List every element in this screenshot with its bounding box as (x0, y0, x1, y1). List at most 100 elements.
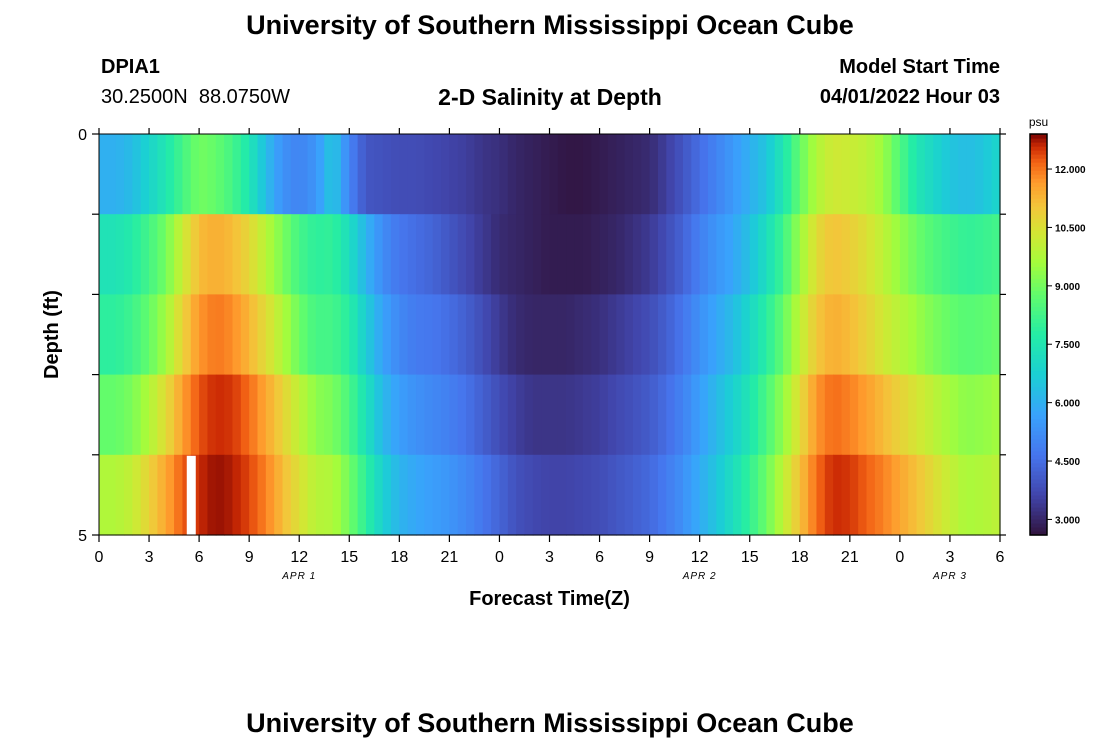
heatmap-cell (799, 134, 809, 215)
heatmap-cell (441, 134, 450, 215)
colorbar-segment (1030, 262, 1047, 267)
heatmap-cell (908, 214, 918, 295)
heatmap-cell (724, 454, 734, 536)
colorbar-segment (1030, 314, 1047, 320)
y-tick-label: 0 (78, 127, 87, 144)
heatmap-cell (749, 134, 759, 215)
heatmap-cell (541, 454, 551, 536)
heatmap-cell (774, 454, 784, 536)
heatmap-cell (691, 294, 701, 376)
heatmap-cell (841, 294, 851, 376)
heatmap-cell (607, 294, 617, 376)
heatmap-cell (641, 454, 651, 536)
heatmap-cell (557, 214, 567, 295)
heatmap-cell (933, 374, 943, 456)
heatmap-cell (140, 294, 150, 376)
colorbar-segment (1030, 354, 1047, 360)
model-start-value: 04/01/2022 Hour 03 (819, 86, 1000, 108)
heatmap-cell (933, 214, 943, 295)
heatmap-cell (149, 134, 158, 215)
heatmap-cell (524, 134, 534, 215)
heatmap-cell (207, 294, 217, 376)
heatmap-cell (332, 134, 342, 215)
colorbar-segment (1030, 174, 1047, 179)
heatmap-cell (457, 294, 467, 376)
heatmap-cell (516, 214, 526, 295)
heatmap-cell (657, 374, 667, 456)
heatmap-cell (824, 134, 834, 215)
heatmap-cell (682, 214, 692, 295)
heatmap-cell (257, 374, 267, 456)
heatmap-cell (499, 214, 509, 295)
heatmap-cell (132, 134, 142, 215)
heatmap-cell (416, 454, 425, 536)
heatmap-cell (816, 214, 826, 295)
heatmap-cell (691, 374, 701, 456)
heatmap-cell (349, 134, 359, 215)
missing-data-marker-layer (186, 455, 196, 535)
heatmap-cell (616, 214, 626, 295)
heatmap-cell (207, 214, 217, 295)
colorbar-segment (1030, 418, 1047, 424)
x-tick-label: 0 (95, 549, 104, 566)
heatmap-cell (833, 134, 843, 215)
heatmap-cell (290, 294, 300, 376)
heatmap-cell (899, 454, 909, 536)
heatmap-cell (616, 294, 626, 376)
heatmap-cell (274, 454, 284, 536)
x-tick-label: 15 (741, 549, 759, 566)
heatmap-cell (416, 294, 425, 376)
heatmap-cell (274, 374, 284, 456)
heatmap-cell (682, 374, 692, 456)
colorbar-segment (1030, 282, 1047, 287)
heatmap-cell (691, 214, 701, 295)
heatmap-cell (741, 294, 751, 376)
colorbar-segment (1030, 530, 1047, 536)
heatmap-cell (641, 214, 651, 295)
heatmap-cell (324, 374, 334, 456)
heatmap-cell (165, 294, 175, 376)
heatmap-cell (482, 294, 492, 376)
colorbar-segment (1030, 254, 1047, 259)
heatmap-cell (824, 454, 834, 536)
y-tick-label: 5 (78, 528, 87, 545)
heatmap-cell (382, 214, 392, 295)
heatmap-cell (399, 134, 409, 215)
heatmap-cell (883, 294, 893, 376)
heatmap-cell (766, 294, 776, 376)
heatmap-cell (983, 214, 993, 295)
heatmap-cell (816, 134, 826, 215)
heatmap-cell (741, 134, 751, 215)
heatmap-cell (299, 454, 309, 536)
heatmap-cell (624, 134, 634, 215)
heatmap-cell (899, 134, 909, 215)
heatmap-cell (399, 294, 409, 376)
heatmap-cell (432, 214, 442, 295)
heatmap-cell (332, 454, 342, 536)
heatmap-cell (699, 294, 709, 376)
heatmap-cell (432, 374, 442, 456)
heatmap-cell (199, 294, 209, 376)
heatmap-cell (365, 374, 375, 456)
colorbar-segment (1030, 146, 1047, 151)
colorbar-segment (1030, 346, 1047, 352)
heatmap-cell (666, 454, 676, 536)
heatmap-cell (674, 294, 684, 376)
heatmap-cell (582, 134, 592, 215)
x-tick-label: 12 (691, 549, 709, 566)
heatmap-cell (274, 214, 284, 295)
x-tick-label: 6 (996, 549, 1005, 566)
heatmap-cell (240, 134, 250, 215)
heatmap-cell (791, 454, 801, 536)
heatmap-cell (599, 454, 609, 536)
heatmap-cell (516, 134, 526, 215)
heatmap-cell (858, 294, 868, 376)
heatmap-cell (307, 454, 317, 536)
chart-title-top: University of Southern Mississippi Ocean… (246, 10, 854, 40)
heatmap-cell (357, 454, 367, 536)
heatmap-cell (699, 374, 709, 456)
colorbar-segment (1030, 306, 1047, 312)
heatmap-cell (833, 214, 843, 295)
heatmap-cell (265, 214, 275, 295)
colorbar-segment (1030, 210, 1047, 215)
